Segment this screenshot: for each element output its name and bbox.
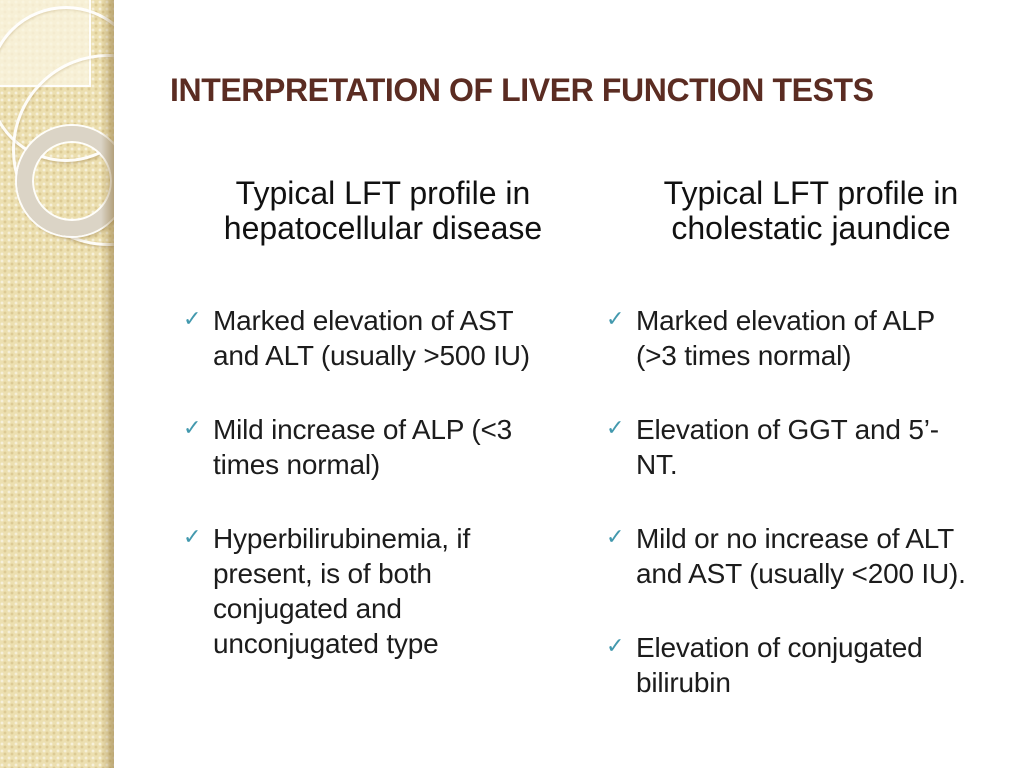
- bullet-text: Marked elevation of ALP (>3 times normal…: [636, 305, 935, 371]
- checkmark-icon: ✓: [606, 634, 625, 659]
- bullet-text: Marked elevation of AST and ALT (usually…: [213, 305, 530, 371]
- sidebar-edge-shadow: [101, 0, 114, 768]
- bullet-item: ✓ Elevation of GGT and 5’- NT.: [606, 412, 1016, 482]
- bullet-text: Elevation of conjugated bilirubin: [636, 632, 923, 698]
- bullet-list-cholestatic: ✓ Marked elevation of ALP (>3 times norm…: [606, 303, 1016, 739]
- bullet-text: Hyperbilirubinemia, if present, is of bo…: [213, 523, 471, 659]
- slide-title: INTERPRETATION OF LIVER FUNCTION TESTS: [170, 72, 874, 108]
- bullet-item: ✓ Hyperbilirubinemia, if present, is of …: [183, 521, 583, 661]
- decorative-ring: [17, 126, 114, 236]
- decorative-sidebar: [0, 0, 114, 768]
- bullet-text: Mild or no increase of ALT and AST (usua…: [636, 523, 966, 589]
- bullet-item: ✓ Mild increase of ALP (<3 times normal): [183, 412, 583, 482]
- bullet-text: Mild increase of ALP (<3 times normal): [213, 414, 512, 480]
- column-hepatocellular: Typical LFT profile in hepatocellular di…: [183, 0, 583, 768]
- checkmark-icon: ✓: [183, 525, 202, 550]
- column-cholestatic: Typical LFT profile in cholestatic jaund…: [606, 0, 1016, 768]
- checkmark-icon: ✓: [606, 416, 625, 441]
- checkmark-icon: ✓: [183, 416, 202, 441]
- column-header-cholestatic: Typical LFT profile in cholestatic jaund…: [663, 175, 959, 246]
- checkmark-icon: ✓: [606, 307, 625, 332]
- bullet-item: ✓ Marked elevation of ALP (>3 times norm…: [606, 303, 1016, 373]
- bullet-list-hepatocellular: ✓ Marked elevation of AST and ALT (usual…: [183, 303, 583, 700]
- checkmark-icon: ✓: [183, 307, 202, 332]
- bullet-item: ✓ Elevation of conjugated bilirubin: [606, 630, 1016, 700]
- bullet-item: ✓ Marked elevation of AST and ALT (usual…: [183, 303, 583, 373]
- bullet-text: Elevation of GGT and 5’- NT.: [636, 414, 939, 480]
- bullet-item: ✓ Mild or no increase of ALT and AST (us…: [606, 521, 1016, 591]
- column-header-hepatocellular: Typical LFT profile in hepatocellular di…: [223, 175, 543, 246]
- checkmark-icon: ✓: [606, 525, 625, 550]
